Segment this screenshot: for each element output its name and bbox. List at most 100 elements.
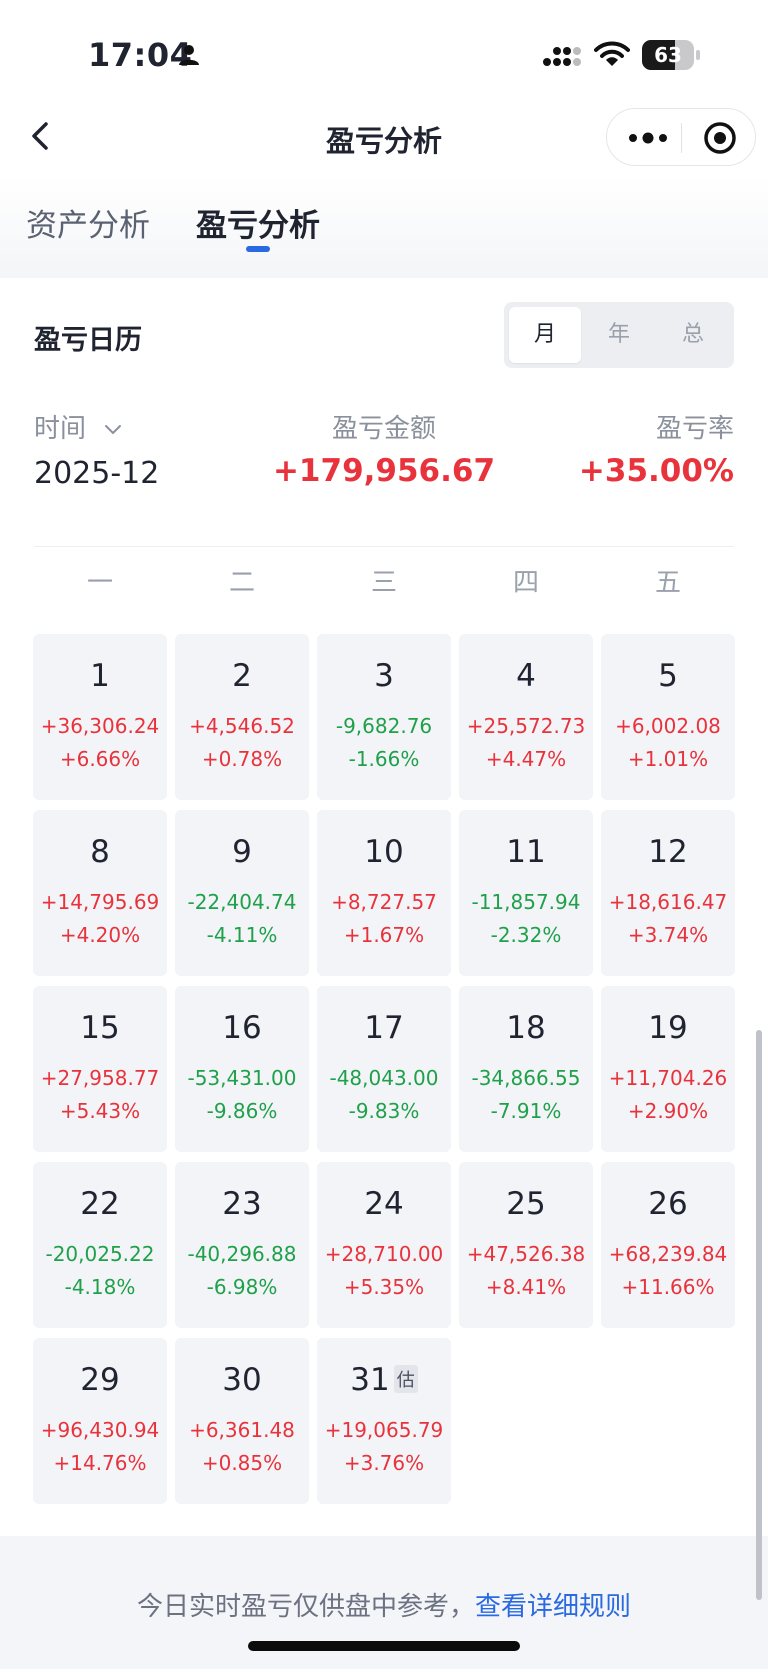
- calendar-day-cell[interactable]: 3 -9,682.76 -1.66%: [317, 634, 451, 800]
- day-pnl-rate: -9.86%: [206, 1099, 278, 1123]
- scrollbar[interactable]: [756, 1030, 762, 1600]
- day-number-text: 19: [648, 1010, 688, 1046]
- weekday-fri: 五: [654, 568, 681, 598]
- day-pnl-rate: +6.66%: [59, 747, 141, 771]
- day-number: 9: [175, 834, 309, 870]
- status-bar: 17:04 63: [0, 0, 768, 100]
- analysis-tabs: 资产分析 盈亏分析: [0, 176, 768, 278]
- day-pnl-rate: -4.18%: [64, 1275, 136, 1299]
- calendar-day-cell[interactable]: 22 -20,025.22 -4.18%: [33, 1162, 167, 1328]
- weekday-wed: 三: [370, 568, 397, 598]
- calendar-day-cell[interactable]: 24 +28,710.00 +5.35%: [317, 1162, 451, 1328]
- rules-link[interactable]: 查看详细规则: [475, 1592, 632, 1622]
- day-number: 18: [459, 1010, 593, 1046]
- day-pnl-rate: +5.35%: [343, 1275, 425, 1299]
- calendar-day-cell[interactable]: 17 -48,043.00 -9.83%: [317, 986, 451, 1152]
- day-number-text: 18: [506, 1010, 546, 1046]
- estimate-badge: 估: [393, 1365, 418, 1393]
- period-month-button[interactable]: 月: [509, 307, 581, 363]
- day-pnl-rate: +8.41%: [485, 1275, 567, 1299]
- navigation-bar: 盈亏分析: [0, 100, 768, 176]
- calendar-day-cell[interactable]: 11 -11,857.94 -2.32%: [459, 810, 593, 976]
- day-number: 3: [317, 658, 451, 694]
- calendar-day-cell[interactable]: 15 +27,958.77 +5.43%: [33, 986, 167, 1152]
- weekday-mon: 一: [86, 568, 113, 598]
- day-pnl-amount: -48,043.00: [329, 1066, 439, 1090]
- day-number-text: 23: [222, 1186, 262, 1222]
- calendar-title: 盈亏日历: [34, 325, 142, 356]
- day-number: 25: [459, 1186, 593, 1222]
- day-pnl-amount: +14,795.69: [40, 890, 160, 914]
- tab-asset-analysis[interactable]: 资产分析: [26, 208, 150, 244]
- day-pnl-amount: +47,526.38: [466, 1242, 586, 1266]
- tab-pnl-analysis[interactable]: 盈亏分析: [196, 208, 320, 244]
- day-pnl-amount: +28,710.00: [324, 1242, 444, 1266]
- time-label: 时间: [34, 414, 87, 444]
- day-number-text: 16: [222, 1010, 262, 1046]
- target-close-icon[interactable]: [703, 121, 737, 155]
- more-dots-icon[interactable]: [625, 123, 671, 153]
- calendar-day-cell[interactable]: 30 +6,361.48 +0.85%: [175, 1338, 309, 1504]
- day-pnl-amount: +27,958.77: [40, 1066, 160, 1090]
- calendar-day-cell[interactable]: 12 +18,616.47 +3.74%: [601, 810, 735, 976]
- calendar-day-cell[interactable]: 29 +96,430.94 +14.76%: [33, 1338, 167, 1504]
- day-pnl-rate: +0.85%: [201, 1451, 283, 1475]
- calendar-day-cell[interactable]: 19 +11,704.26 +2.90%: [601, 986, 735, 1152]
- calendar-day-cell[interactable]: 2 +4,546.52 +0.78%: [175, 634, 309, 800]
- wifi-icon: [594, 41, 630, 66]
- day-pnl-rate: -9.83%: [348, 1099, 420, 1123]
- calendar-day-cell[interactable]: 16 -53,431.00 -9.86%: [175, 986, 309, 1152]
- day-number: 30: [175, 1362, 309, 1398]
- calendar-day-cell[interactable]: 8 +14,795.69 +4.20%: [33, 810, 167, 976]
- period-year-button[interactable]: 年: [607, 322, 630, 347]
- day-number: 2: [175, 658, 309, 694]
- day-number-text: 8: [90, 834, 110, 870]
- day-pnl-amount: +18,616.47: [608, 890, 728, 914]
- day-pnl-rate: +5.43%: [59, 1099, 141, 1123]
- pnl-calendar-card: 盈亏日历 月 年 总 时间 盈亏金额 盈亏率 2025-12 +179,956.…: [0, 278, 768, 1536]
- day-number: 16: [175, 1010, 309, 1046]
- day-pnl-amount: +8,727.57: [331, 890, 437, 914]
- day-pnl-amount: -53,431.00: [187, 1066, 297, 1090]
- day-pnl-amount: +19,065.79: [324, 1418, 444, 1442]
- period-total-button[interactable]: 总: [681, 322, 704, 347]
- total-pnl-amount: +179,956.67: [272, 453, 496, 489]
- day-number-text: 26: [648, 1186, 688, 1222]
- calendar-day-cell[interactable]: 23 -40,296.88 -6.98%: [175, 1162, 309, 1328]
- day-pnl-amount: +36,306.24: [40, 714, 160, 738]
- calendar-day-cell[interactable]: 4 +25,572.73 +4.47%: [459, 634, 593, 800]
- day-pnl-rate: +0.78%: [201, 747, 283, 771]
- day-number-text: 30: [222, 1362, 262, 1398]
- day-number-text: 5: [658, 658, 678, 694]
- day-pnl-rate: +3.74%: [627, 923, 709, 947]
- time-selector[interactable]: 时间: [34, 408, 122, 445]
- calendar-day-cell[interactable]: 5 +6,002.08 +1.01%: [601, 634, 735, 800]
- day-number: 29: [33, 1362, 167, 1398]
- day-pnl-amount: -20,025.22: [45, 1242, 155, 1266]
- calendar-day-cell[interactable]: 26 +68,239.84 +11.66%: [601, 1162, 735, 1328]
- day-number-text: 25: [506, 1186, 546, 1222]
- calendar-day-cell[interactable]: 1 +36,306.24 +6.66%: [33, 634, 167, 800]
- day-pnl-amount: +6,361.48: [189, 1418, 295, 1442]
- day-number-text: 31: [350, 1362, 390, 1398]
- calendar-day-cell[interactable]: 25 +47,526.38 +8.41%: [459, 1162, 593, 1328]
- day-number: 8: [33, 834, 167, 870]
- day-number: 5: [601, 658, 735, 694]
- person-icon: [179, 45, 199, 65]
- amount-label: 盈亏金额: [331, 414, 436, 444]
- day-pnl-amount: +4,546.52: [189, 714, 295, 738]
- day-pnl-rate: -4.11%: [206, 923, 278, 947]
- calendar-day-cell[interactable]: 10 +8,727.57 +1.67%: [317, 810, 451, 976]
- selected-month[interactable]: 2025-12: [34, 456, 160, 491]
- page-title: 盈亏分析: [325, 124, 442, 158]
- calendar-day-cell[interactable]: 18 -34,866.55 -7.91%: [459, 986, 593, 1152]
- calendar-day-cell[interactable]: 9 -22,404.74 -4.11%: [175, 810, 309, 976]
- day-pnl-rate: -2.32%: [490, 923, 562, 947]
- calendar-day-cell[interactable]: 31 估 +19,065.79 +3.76%: [317, 1338, 451, 1504]
- capsule-divider: [681, 123, 682, 153]
- chevron-left-icon[interactable]: [24, 116, 60, 156]
- footer-note: 今日实时盈亏仅供盘中参考，查看详细规则: [0, 1586, 768, 1623]
- status-time: 17:04: [88, 36, 193, 74]
- day-pnl-rate: -1.66%: [348, 747, 420, 771]
- day-number: 22: [33, 1186, 167, 1222]
